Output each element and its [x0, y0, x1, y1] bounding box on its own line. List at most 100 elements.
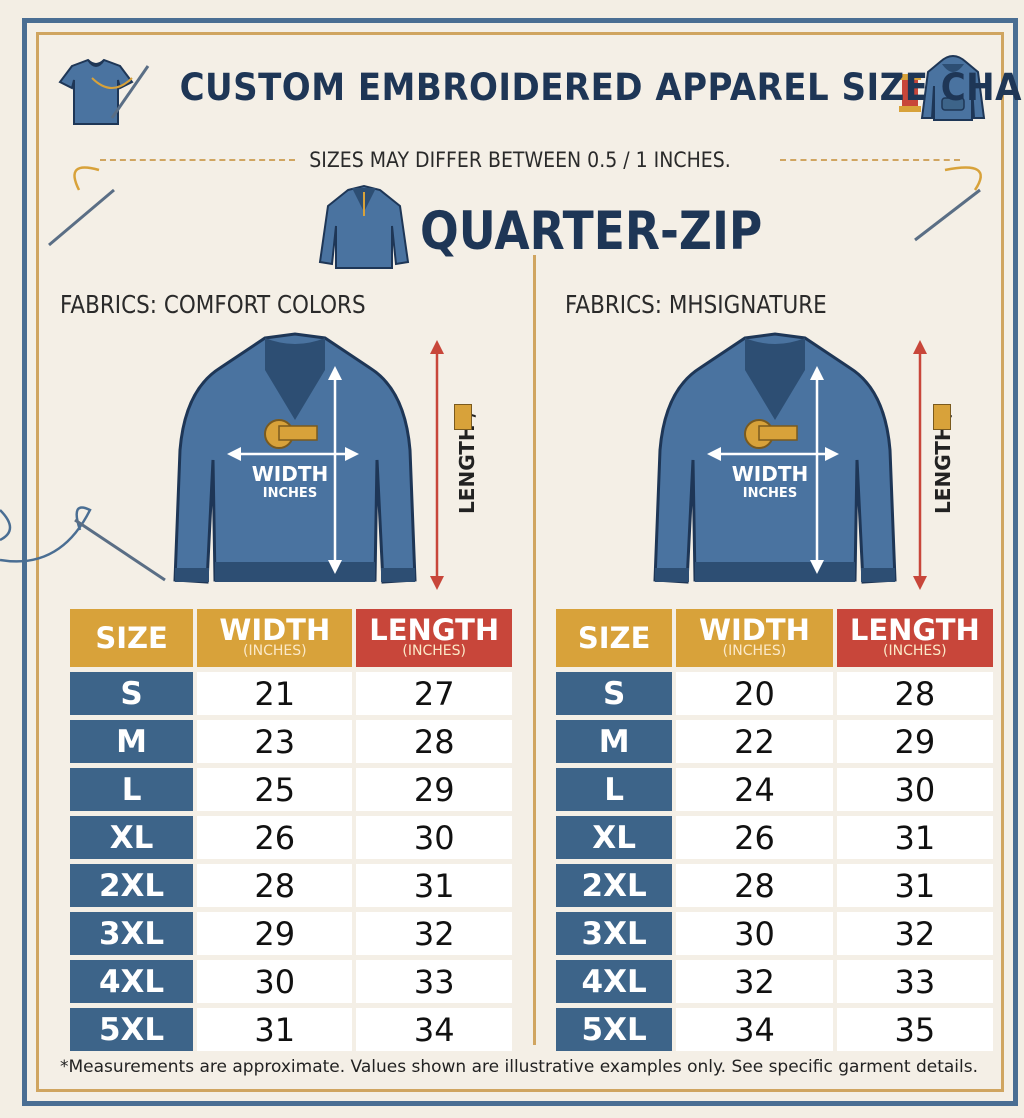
size-cell: 2XL	[70, 864, 194, 907]
col-size-header: SIZE	[556, 609, 673, 667]
length-cell: 32	[356, 912, 512, 955]
length-cell: 31	[356, 864, 512, 907]
width-cell: 21	[197, 672, 353, 715]
width-cell: 25	[197, 768, 353, 811]
width-cell: 28	[676, 864, 833, 907]
needle-thread-icon	[0, 506, 166, 582]
width-cell: 34	[676, 1008, 833, 1051]
table-header-row: SIZE WIDTH (INCHES) LENGTH (INCHES)	[70, 609, 512, 667]
col-length-header: LENGTH (INCHES)	[356, 609, 512, 667]
size-cell: 5XL	[556, 1008, 673, 1051]
length-cell: 33	[836, 960, 993, 1003]
fabric-label-right: FABRICS: MHSIGNATURE	[565, 290, 827, 319]
length-cell: 35	[836, 1008, 993, 1051]
length-cell: 29	[356, 768, 512, 811]
table-row: S 20 28	[556, 672, 993, 715]
length-cell: 30	[836, 768, 993, 811]
tape-measure-icon	[744, 419, 798, 449]
length-cell: 27	[356, 672, 512, 715]
width-label-right: WIDTH INCHES	[726, 462, 814, 502]
table-row: 3XL 30 32	[556, 912, 993, 955]
table-row: L 24 30	[556, 768, 993, 811]
stitch-right	[780, 159, 960, 161]
col-size-header: SIZE	[70, 609, 194, 667]
col-width-unit: (INCHES)	[243, 643, 307, 659]
size-cell: XL	[556, 816, 673, 859]
size-cell: M	[70, 720, 194, 763]
size-cell: L	[70, 768, 194, 811]
length-cell: 30	[356, 816, 512, 859]
width-cell: 29	[197, 912, 353, 955]
table-row: 5XL 34 35	[556, 1008, 993, 1051]
col-width-unit: (INCHES)	[722, 643, 787, 659]
quarter-zip-icon	[318, 184, 410, 269]
length-cell: 33	[356, 960, 512, 1003]
size-cell: 4XL	[556, 960, 673, 1003]
table-row: 2XL 28 31	[70, 864, 512, 907]
width-cell: 20	[676, 672, 833, 715]
subtitle-row: SIZES MAY DIFFER BETWEEN 0.5 / 1 INCHES.	[80, 140, 960, 180]
ruler-icon	[454, 404, 472, 430]
width-unit: INCHES	[262, 486, 318, 501]
size-cell: 2XL	[556, 864, 673, 907]
col-width-header: WIDTH (INCHES)	[676, 609, 833, 667]
width-cell: 26	[197, 816, 353, 859]
col-length-unit: (INCHES)	[402, 643, 466, 659]
needle-icon	[48, 166, 115, 247]
size-cell: XL	[70, 816, 194, 859]
table-row: 5XL 31 34	[70, 1008, 512, 1051]
size-cell: 3XL	[556, 912, 673, 955]
width-label: WIDTH	[251, 462, 329, 486]
width-cell: 26	[676, 816, 833, 859]
size-cell: 4XL	[70, 960, 194, 1003]
size-note: SIZES MAY DIFFER BETWEEN 0.5 / 1 INCHES.	[309, 148, 731, 172]
width-cell: 23	[197, 720, 353, 763]
hoodie-icon	[920, 55, 986, 121]
t-shirt-icon	[58, 58, 150, 125]
length-cell: 32	[836, 912, 993, 955]
width-label: WIDTH	[731, 462, 809, 486]
needle-icon	[914, 166, 982, 242]
width-cell: 32	[676, 960, 833, 1003]
width-cell: 22	[676, 720, 833, 763]
length-cell: 29	[836, 720, 993, 763]
table-row: 4XL 30 33	[70, 960, 512, 1003]
length-cell: 31	[836, 816, 993, 859]
length-cell: 28	[356, 720, 512, 763]
width-unit: INCHES	[742, 486, 798, 501]
quarter-zip-diagram-left	[173, 332, 417, 584]
inner-frame	[36, 32, 1004, 1092]
col-width-label: WIDTH	[698, 613, 810, 647]
table-row: M 23 28	[70, 720, 512, 763]
table-row: XL 26 30	[70, 816, 512, 859]
table-row: M 22 29	[556, 720, 993, 763]
size-cell: L	[556, 768, 673, 811]
size-cell: M	[556, 720, 673, 763]
size-table-left: SIZE WIDTH (INCHES) LENGTH (INCHES) S 21 27 …	[66, 604, 516, 1056]
table-row: 2XL 28 31	[556, 864, 993, 907]
chart-title: CUSTOM EMBROIDERED APPAREL SIZE CHART	[179, 66, 1024, 109]
col-width-header: WIDTH (INCHES)	[197, 609, 353, 667]
length-arrow-left	[430, 340, 444, 590]
table-row: 3XL 29 32	[70, 912, 512, 955]
size-cell: S	[556, 672, 673, 715]
table-row: 4XL 32 33	[556, 960, 993, 1003]
fabric-label-left: FABRICS: COMFORT COLORS	[60, 290, 366, 319]
col-width-label: WIDTH	[219, 613, 331, 647]
thread-spool-icon	[899, 74, 921, 112]
size-cell: S	[70, 672, 194, 715]
width-cell: 31	[197, 1008, 353, 1051]
table-header-row: SIZE WIDTH (INCHES) LENGTH (INCHES)	[556, 609, 993, 667]
col-length-label: LENGTH	[849, 613, 980, 647]
table-row: L 25 29	[70, 768, 512, 811]
size-cell: 5XL	[70, 1008, 194, 1051]
length-cell: 31	[836, 864, 993, 907]
width-cell: 28	[197, 864, 353, 907]
width-cell: 30	[676, 912, 833, 955]
stitch-left	[100, 159, 295, 161]
col-length-unit: (INCHES)	[883, 643, 947, 659]
width-label-left: WIDTH INCHES	[246, 462, 334, 502]
length-cell: 34	[356, 1008, 512, 1051]
panel-divider	[533, 255, 536, 1045]
width-cell: 30	[197, 960, 353, 1003]
